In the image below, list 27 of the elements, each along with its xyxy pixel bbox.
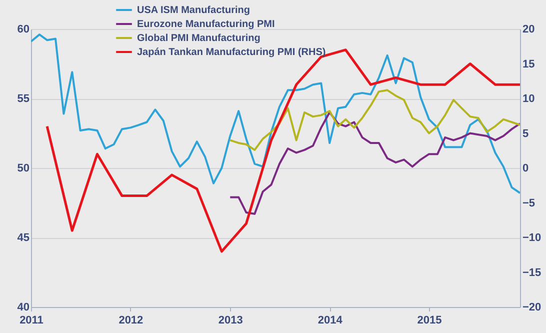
x-tick-label: 2015 [417,314,442,326]
y2-tick-label: −20 [522,302,542,314]
line-series [46,48,520,253]
y2-tick-label: −10 [522,232,542,244]
y2-tick-label: 0 [522,162,529,174]
y2-tick-label: −15 [522,266,542,279]
x-tick-label: 2011 [20,314,44,326]
y-tick-label: 55 [17,93,30,105]
legend-label: Eurozone Manufacturing PMI [137,19,275,30]
line-series [31,34,520,194]
line-series [229,111,520,215]
y2-tick-label: 5 [522,128,529,140]
x-tick-label: 2013 [218,314,243,326]
y-tick-label: 40 [17,302,30,314]
line-series [229,89,520,151]
y2-tick-label: −5 [522,197,536,210]
y2-tick-label: 20 [522,24,535,36]
legend-label: Japán Tankan Manufacturing PMI (RHS) [137,47,326,58]
y-tick-label: 60 [17,24,30,36]
x-tick-label: 2014 [318,314,344,326]
legend-label: Global PMI Manufacturing [137,33,260,44]
y2-tick-label: 15 [522,58,535,70]
y-tick-label: 45 [17,232,30,244]
y2-tick-label: 10 [522,93,535,105]
x-tick-label: 2012 [118,314,144,326]
legend-label: USA ISM Manufacturing [137,5,250,16]
y-tick-label: 50 [17,162,30,174]
